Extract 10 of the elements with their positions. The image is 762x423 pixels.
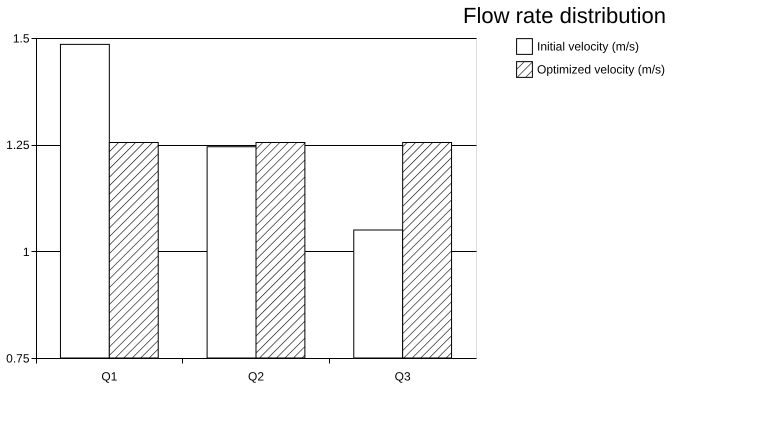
x-tick-label: Q3	[394, 370, 411, 384]
y-tick-label: 1.25	[6, 138, 30, 152]
y-tick-label: 1.5	[12, 32, 30, 46]
text: Flow rate distribution	[463, 3, 666, 28]
y-tick-label: 1	[22, 244, 30, 259]
legend-label: Optimized velocity (m/s)	[537, 62, 666, 76]
x-tick-label: Q2	[248, 370, 264, 384]
y-tick-label: 0.75	[6, 352, 30, 366]
x-tick-label: Q1	[101, 370, 118, 384]
legend-label: Initial velocity (m/s)	[537, 40, 640, 54]
